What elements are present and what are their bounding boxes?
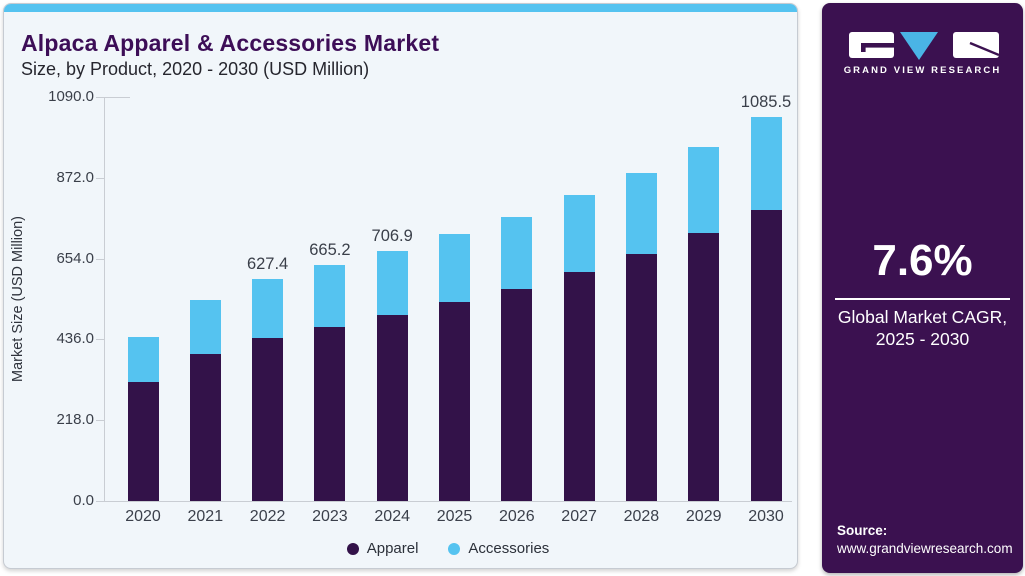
legend-item-accessories: Accessories [448, 540, 549, 557]
x-tick-label: 2029 [685, 508, 722, 525]
bar-segment-accessories [439, 234, 470, 303]
bar-segment-accessories [501, 216, 533, 290]
y-tick-label: 872.0 [56, 168, 94, 186]
bar-segment-accessories [376, 250, 408, 316]
y-tick-label: 218.0 [56, 411, 94, 429]
bar-segment-apparel [376, 315, 408, 501]
bar-group-2030 [750, 4, 782, 501]
bar-group-2023 [314, 4, 346, 501]
y-tick-mark [96, 177, 104, 179]
page-title: Alpaca Apparel & Accessories Market [21, 30, 440, 56]
x-axis-line [104, 501, 792, 502]
x-tick-label: 2026 [499, 508, 535, 525]
legend-item-apparel: Apparel [346, 540, 419, 557]
bar-segment-apparel [189, 353, 221, 501]
bar-group-2020 [127, 4, 159, 501]
cagr-label-line1: Global Market CAGR, [837, 307, 1008, 327]
bar-group-2025 [439, 4, 470, 501]
y-tick-mark [96, 258, 104, 260]
bar-segment-apparel [625, 254, 657, 501]
y-tick-label: 0.0 [73, 492, 94, 509]
bar-segment-apparel [688, 233, 720, 501]
source-block: Source: www.grandviewresearch.com [837, 522, 1013, 558]
bar-segment-apparel [314, 327, 346, 501]
logo-v-triangle [900, 32, 938, 60]
bar-segment-accessories [563, 195, 595, 272]
top-accent-strip [4, 4, 797, 12]
y-tick-label: 1090.0 [48, 88, 94, 105]
y-tick-mark [96, 339, 104, 341]
brand-sidebar: GRAND VIEW RESEARCH 7.6% Global Market C… [822, 3, 1023, 573]
y-axis-line [104, 97, 105, 501]
bar-segment-apparel [750, 210, 782, 501]
gvr-logo-icon [849, 32, 999, 60]
bar-segment-accessories [127, 337, 159, 382]
legend-dot-icon [448, 542, 461, 555]
x-tick-label: 2027 [561, 508, 597, 525]
x-tick-label: 2028 [623, 508, 660, 525]
bar-group-2021 [189, 4, 221, 501]
bar-segment-apparel [439, 302, 470, 501]
legend-label: Accessories [468, 540, 550, 557]
y-tick-mark [96, 97, 104, 98]
x-tick-label: 2025 [436, 508, 473, 525]
page-subtitle: Size, by Product, 2020 - 2030 (USD Milli… [21, 59, 370, 79]
bar-segment-apparel [127, 382, 159, 501]
y-tick-mark [96, 420, 104, 422]
legend-dot-icon [346, 542, 359, 555]
x-tick-label: 2022 [249, 508, 286, 525]
bar-segment-apparel [252, 338, 284, 501]
bar-segment-accessories [688, 146, 720, 234]
bar-segment-apparel [563, 271, 595, 501]
y-axis-title: Market Size (USD Million) [10, 216, 26, 382]
x-tick-label: 2020 [125, 508, 161, 525]
legend-label: Apparel [366, 540, 419, 557]
cagr-divider [835, 298, 1010, 300]
y-axis-top-tick [104, 97, 130, 98]
source-url: www.grandviewresearch.com [837, 541, 1013, 556]
bar-total-label: 706.9 [371, 226, 413, 245]
y-tick-mark [96, 501, 104, 502]
bar-total-label: 665.2 [309, 241, 351, 260]
brand-name: GRAND VIEW RESEARCH [843, 65, 1002, 76]
cagr-label-line2: 2025 - 2030 [875, 329, 970, 349]
y-tick-label: 436.0 [56, 330, 94, 348]
x-tick-label: 2023 [312, 508, 348, 525]
bar-segment-accessories [252, 278, 284, 339]
chart-card: Alpaca Apparel & Accessories Market Size… [3, 3, 798, 569]
bar-segment-accessories [189, 300, 221, 354]
bar-group-2026 [501, 4, 533, 501]
bar-group-2028 [625, 4, 657, 501]
bar-segment-apparel [501, 289, 533, 501]
cagr-value: 7.6% [872, 236, 973, 285]
chart-legend: Apparel Accessories [104, 540, 792, 557]
bar-group-2027 [563, 4, 595, 501]
x-tick-label: 2024 [374, 508, 410, 525]
cagr-label: Global Market CAGR, 2025 - 2030 [822, 306, 1023, 350]
bar-segment-accessories [750, 116, 782, 211]
source-label: Source: [837, 523, 888, 538]
y-tick-label: 654.0 [56, 249, 94, 267]
bar-total-label: 627.4 [246, 254, 289, 273]
bar-segment-accessories [314, 265, 346, 328]
x-tick-label: 2030 [748, 508, 784, 525]
x-tick-label: 2021 [187, 508, 224, 525]
bar-segment-accessories [625, 172, 657, 255]
bar-group-2024 [376, 4, 408, 501]
bar-total-label: 1085.5 [740, 92, 792, 111]
bar-group-2029 [688, 4, 720, 501]
bar-group-2022 [252, 4, 284, 501]
